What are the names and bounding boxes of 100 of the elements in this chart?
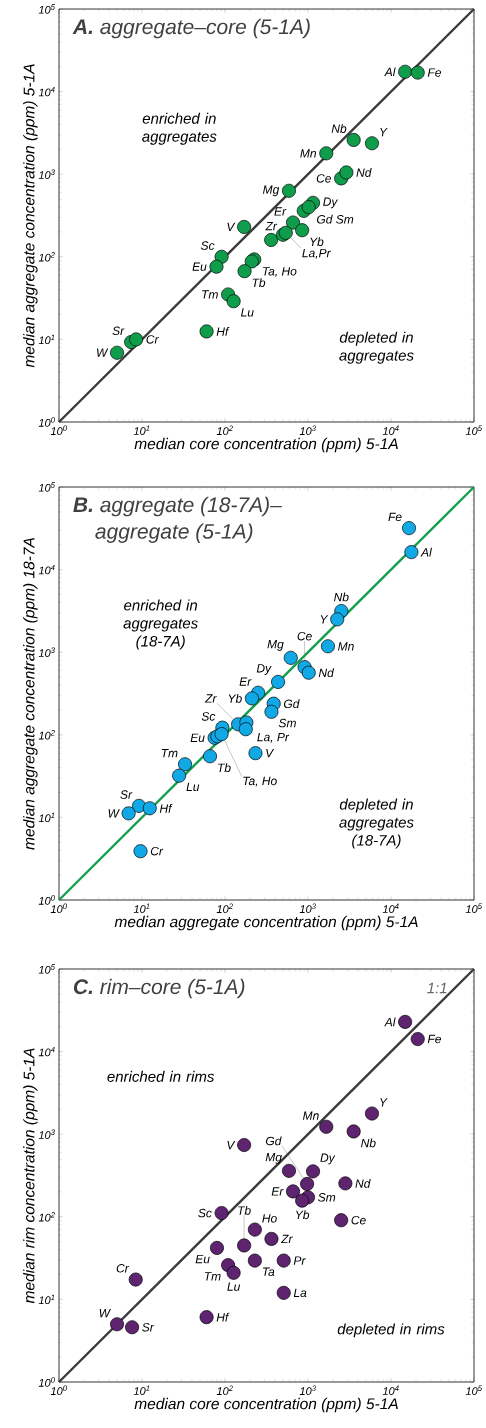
y-tick-label: 10$^{0}$ xyxy=(38,895,55,905)
annotation: Gd xyxy=(265,1136,282,1146)
annotation: Dy xyxy=(256,664,272,675)
annotation: Lu xyxy=(227,1282,241,1291)
annotation: Sc xyxy=(200,241,215,250)
annotation: V xyxy=(227,1140,236,1150)
y-tick-label: 10$^{4}$ xyxy=(38,564,55,575)
annotation: Ta, Ho xyxy=(263,267,297,277)
series-label: 1:1 xyxy=(427,982,447,994)
annotation: Zr xyxy=(204,694,217,703)
y-tick-label: 10$^{1}$ xyxy=(38,1294,55,1305)
y-tick-label: 10$^{5}$ xyxy=(38,482,55,492)
annotation: Mn xyxy=(302,1111,319,1120)
annotation: Fe xyxy=(427,1034,441,1044)
annotation: W xyxy=(99,1309,111,1318)
x-tick-label: 10$^{2}$ xyxy=(216,425,233,436)
annotation: Gd xyxy=(283,699,300,709)
y-axis-title: median rim concentration (ppm) 5-1A xyxy=(23,1048,38,1304)
y-tick-label: 10$^{2}$ xyxy=(38,1212,55,1222)
annotation: Lu xyxy=(186,782,200,792)
chart-title: C. rim–core (5-1A) xyxy=(73,978,245,999)
annotation: Mg xyxy=(265,1153,282,1164)
annotation: Tm xyxy=(202,290,218,299)
y-axis-title: median aggregate concentration (ppm) 18-7A xyxy=(23,538,38,850)
y-tick-label: 10$^{5}$ xyxy=(38,964,55,974)
annotation: Sr xyxy=(142,1323,155,1332)
chart-title: A. aggregate–core (5-1A) xyxy=(72,18,310,39)
annotation: Tb xyxy=(218,763,231,773)
x-tick-label: 10$^{2}$ xyxy=(216,1385,233,1395)
y-tick-label: 10$^{3}$ xyxy=(38,1129,55,1139)
x-tick-label: 10$^{2}$ xyxy=(216,903,233,913)
x-tick-label: 10$^{5}$ xyxy=(465,425,483,435)
annotation: Mg xyxy=(267,640,284,651)
annotation: Sc xyxy=(201,712,216,721)
x-tick-label: 10$^{3}$ xyxy=(299,903,316,913)
x-tick-label: 10$^{0}$ xyxy=(50,903,67,913)
annotation: Ce xyxy=(351,1215,366,1225)
annotation: depleted in aggregates (18-7A) xyxy=(339,798,414,849)
annotation: Nd xyxy=(318,668,335,678)
annotation: Nb xyxy=(331,124,347,133)
x-tick-label: 10$^{5}$ xyxy=(465,1385,483,1395)
annotation: Ho xyxy=(262,1214,277,1223)
annotation: Mn xyxy=(338,642,354,651)
y-tick-label: 10$^{3}$ xyxy=(38,169,55,179)
annotation: Er xyxy=(239,677,252,686)
annotation: Sm xyxy=(278,718,296,728)
annotation: Tb xyxy=(252,278,266,287)
annotation: V xyxy=(266,749,275,758)
annotation: Sc xyxy=(198,1208,212,1218)
x-tick-label: 10$^{1}$ xyxy=(133,425,150,435)
y-tick-label: 10$^{2}$ xyxy=(38,730,55,740)
x-tick-label: 10$^{4}$ xyxy=(382,903,399,913)
y-tick-label: 10$^{4}$ xyxy=(38,1046,55,1057)
y-tick-label: 10$^{5}$ xyxy=(38,4,55,14)
annotation: Y xyxy=(380,1098,388,1107)
annotation: Er xyxy=(274,207,287,216)
y-tick-label: 10$^{0}$ xyxy=(38,1377,55,1387)
annotation: Tm xyxy=(161,749,178,758)
annotation: enriched in aggregates xyxy=(142,112,217,145)
annotation: Hf xyxy=(216,1312,230,1322)
annotation: Cr xyxy=(146,335,159,344)
annotation: Gd Sm xyxy=(317,214,354,224)
annotation: Tm xyxy=(204,1272,221,1281)
annotation: Er xyxy=(271,1187,284,1196)
y-tick-label: 10$^{1}$ xyxy=(38,334,55,345)
annotation: Tb xyxy=(238,1205,251,1215)
x-tick-label: 10$^{0}$ xyxy=(50,425,67,436)
annotation: Zr xyxy=(280,1234,293,1244)
annotation: Y xyxy=(380,128,388,137)
annotation: Mg xyxy=(262,185,280,197)
annotation: Ta xyxy=(262,1267,275,1276)
annotation: Nd xyxy=(355,1178,371,1188)
annotation: La, Pr xyxy=(257,732,290,743)
annotation: Dy xyxy=(320,1153,336,1165)
annotation: depleted in aggregates xyxy=(339,331,414,364)
x-tick-label: 10$^{0}$ xyxy=(50,1385,67,1395)
annotation: Ta, Ho xyxy=(243,776,277,787)
text: aggregate (5-1A) xyxy=(95,523,253,543)
annotation: La,Pr xyxy=(302,248,331,259)
annotation: Cr xyxy=(116,1264,130,1273)
annotation: Eu xyxy=(190,733,205,742)
annotation: Zr xyxy=(265,222,278,231)
annotation: depleted in rims xyxy=(337,1323,445,1338)
x-tick-label: 10$^{3}$ xyxy=(299,425,316,436)
y-axis-title: median aggregate concentration (ppm) 5-1A xyxy=(23,64,38,368)
x-tick-label: 10$^{1}$ xyxy=(133,903,150,913)
annotation: Eu xyxy=(195,1254,210,1264)
annotation: enriched in aggregates (18-7A) xyxy=(123,599,198,650)
annotation: Sm xyxy=(318,1193,336,1202)
annotation: W xyxy=(108,809,120,818)
annotation: Y xyxy=(320,615,329,624)
annotation: Yb xyxy=(296,1210,310,1220)
chart-title: B. aggregate (18-7A)– xyxy=(73,496,282,517)
annotation: Hf xyxy=(216,327,230,336)
annotation: W xyxy=(97,348,109,357)
annotation: Sr xyxy=(112,326,125,336)
annotation: Al xyxy=(384,1017,396,1027)
x-tick-label: 10$^{3}$ xyxy=(299,1385,316,1395)
y-tick-label: 10$^{2}$ xyxy=(38,252,55,262)
x-tick-label: 10$^{4}$ xyxy=(382,425,399,435)
